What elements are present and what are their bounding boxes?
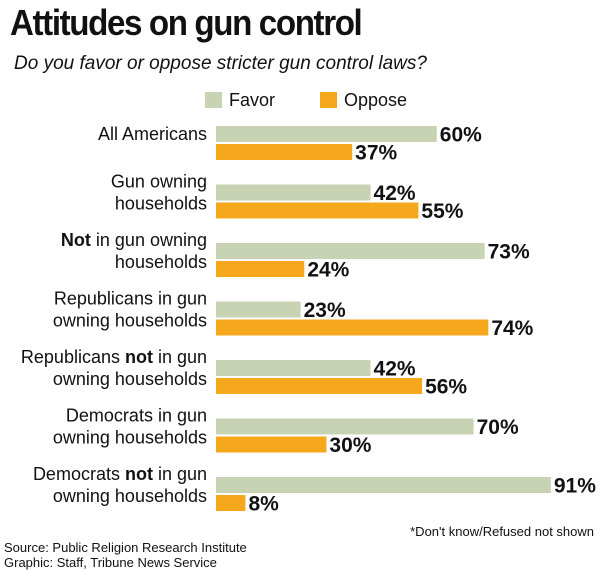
category-label: Democrats not in gun owning households: [33, 464, 207, 506]
value-label-favor: 73%: [488, 241, 530, 264]
value-label-oppose: 37%: [355, 142, 397, 165]
category-label: All Americans: [98, 124, 207, 144]
category-label: Not in gun owning households: [61, 230, 207, 272]
value-label-favor: 70%: [477, 416, 519, 439]
legend-swatch-oppose: [320, 92, 337, 108]
value-label-favor: 60%: [440, 124, 482, 147]
bar-oppose: [216, 202, 419, 219]
chart-title: Attitudes on gun control: [10, 2, 363, 43]
source-credits: Source: Public Religion Research Institu…: [4, 540, 247, 570]
value-label-favor: 42%: [374, 182, 416, 205]
bar-favor: [216, 301, 301, 318]
legend-swatch-favor: [205, 92, 222, 108]
value-label-oppose: 24%: [307, 259, 349, 282]
bar-favor: [216, 418, 474, 435]
legend-label-favor: Favor: [229, 90, 275, 110]
category-label: Democrats in gun owning households: [53, 406, 207, 448]
bar-favor: [216, 126, 437, 142]
bar-favor: [216, 184, 371, 201]
bar-oppose: [216, 495, 246, 511]
source-text: Source: Public Religion Research Institu…: [4, 540, 247, 555]
bar-favor: [216, 360, 371, 376]
bar-oppose: [216, 378, 423, 394]
bar-favor: [216, 243, 485, 259]
value-label-favor: 23%: [304, 299, 346, 322]
bar-oppose: [216, 261, 305, 277]
legend-label-oppose: Oppose: [344, 90, 407, 110]
category-label: Gun owning households: [111, 172, 207, 214]
credit-text: Graphic: Staff, Tribune News Service: [4, 555, 217, 570]
bar-oppose: [216, 436, 327, 453]
value-label-favor: 91%: [554, 475, 596, 498]
footnote: *Don't know/Refused not shown: [410, 524, 594, 539]
bar-favor: [216, 477, 551, 493]
value-label-oppose: 30%: [329, 434, 371, 457]
value-label-favor: 42%: [374, 358, 416, 381]
chart-subtitle: Do you favor or oppose stricter gun cont…: [14, 53, 427, 74]
category-label: Republicans in gun owning households: [53, 289, 207, 331]
bar-oppose: [216, 319, 489, 336]
value-label-oppose: 56%: [425, 376, 467, 399]
value-label-oppose: 8%: [248, 493, 279, 516]
value-label-oppose: 74%: [491, 317, 533, 340]
value-label-oppose: 55%: [421, 200, 463, 223]
category-label: Republicans not in gun owning households: [21, 347, 207, 389]
bar-oppose: [216, 144, 353, 160]
